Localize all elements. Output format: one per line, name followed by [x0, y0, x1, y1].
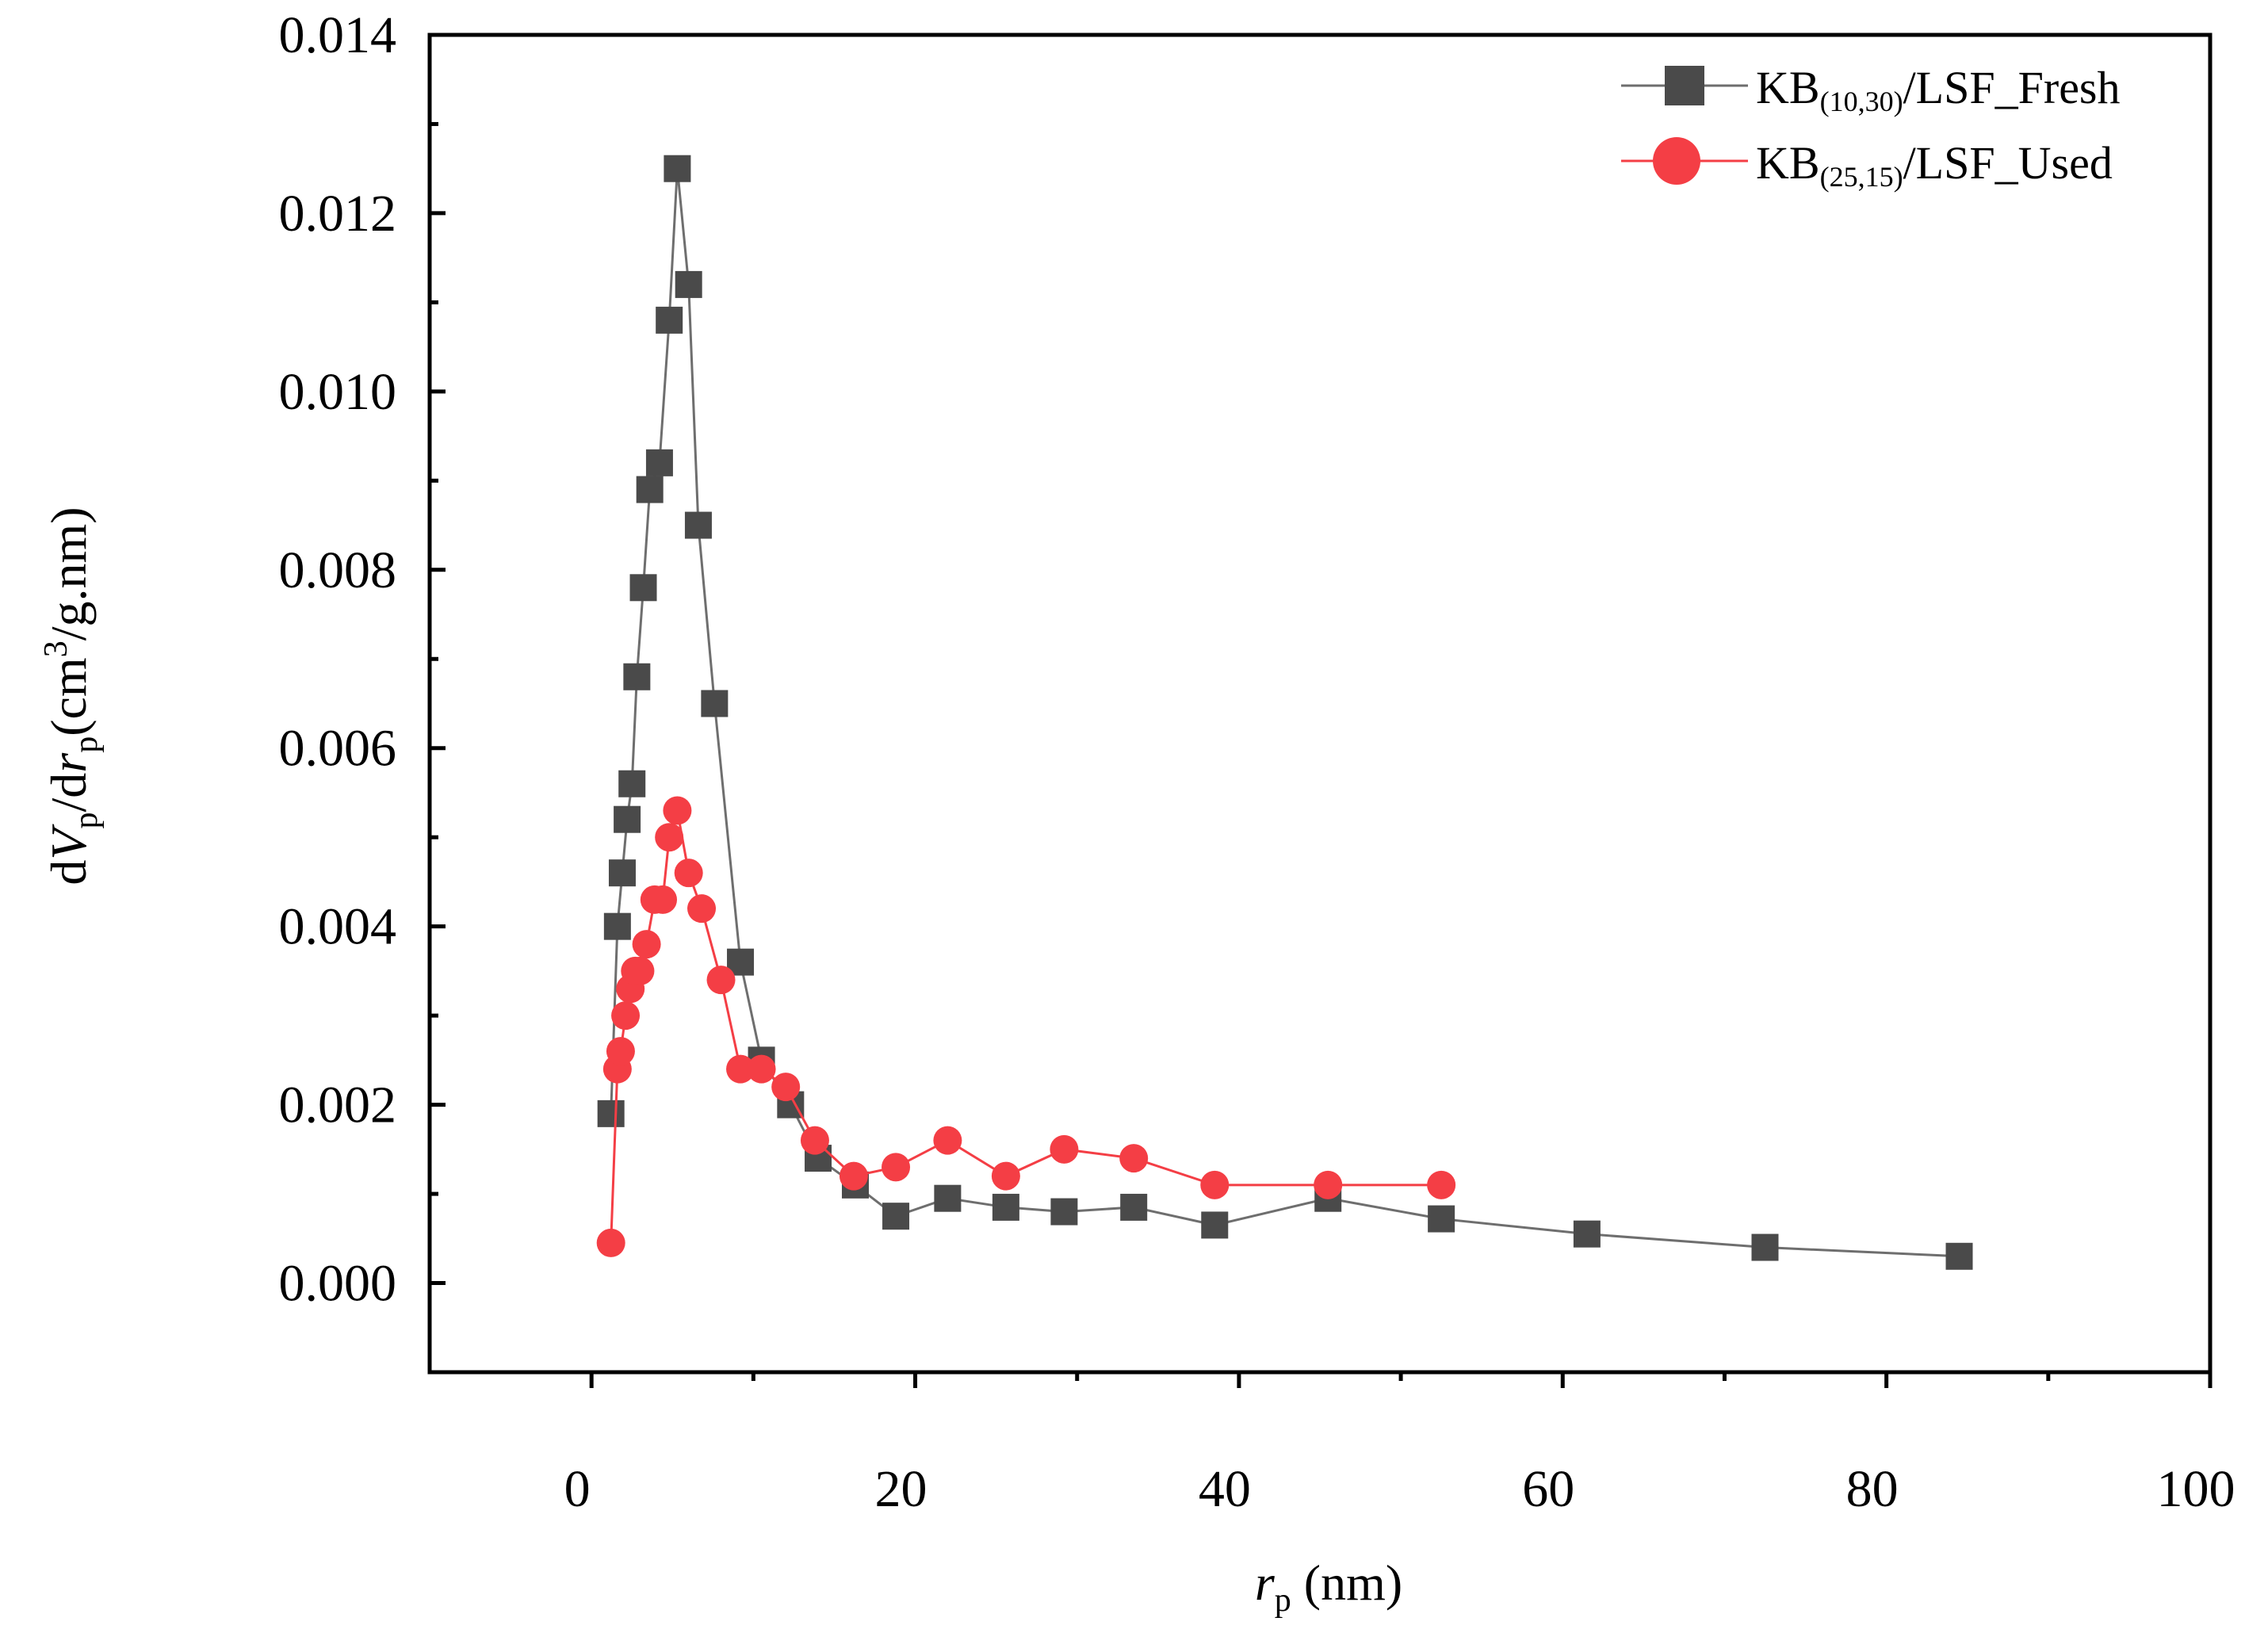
fresh-point	[603, 912, 631, 940]
fresh-point	[623, 663, 651, 690]
used-point	[1200, 1170, 1230, 1199]
y-tick-label: 0.010	[279, 363, 397, 421]
x-tick-label: 60	[1522, 1460, 1574, 1518]
fresh-point	[1428, 1205, 1455, 1233]
y-tick-label: 0.008	[279, 541, 397, 599]
legend-fresh-sub: (10,30)	[1820, 86, 1903, 117]
used-point	[625, 956, 655, 985]
used-point	[706, 966, 736, 995]
used-point	[1119, 1144, 1149, 1173]
fresh-point	[1050, 1198, 1078, 1226]
fresh-point	[1201, 1211, 1229, 1239]
y-tick-label: 0.002	[279, 1077, 397, 1134]
x-tick-label: 100	[2157, 1460, 2235, 1518]
series-line-fresh	[610, 168, 1960, 1258]
used-point	[726, 1054, 755, 1084]
legend-used-main: KB	[1756, 137, 1820, 189]
svg-text:KB(10,30)/LSF_Fresh: KB(10,30)/LSF_Fresh	[1756, 62, 2121, 117]
y-tick-label: 0.014	[279, 6, 397, 64]
used-point	[771, 1073, 801, 1102]
y-tick-label: 0.004	[279, 898, 397, 956]
used-point	[655, 823, 684, 852]
fresh-point	[645, 449, 673, 476]
legend-used-rest: /LSF_Used	[1903, 137, 2113, 189]
used-point	[1427, 1170, 1456, 1199]
y-tick-label: 0.006	[279, 720, 397, 778]
fresh-point	[1945, 1242, 1973, 1270]
axis-ticks	[430, 33, 2213, 1388]
used-point	[991, 1161, 1020, 1191]
x-tick-label: 40	[1199, 1460, 1251, 1518]
used-point	[663, 796, 692, 825]
used-point	[596, 1228, 625, 1257]
y-tick-label: 0.012	[279, 185, 397, 243]
x-tick-labels: 0 20 40 60 80 100	[564, 1460, 2235, 1518]
y-tick-labels: 0.000 0.002 0.004 0.006 0.008 0.010 0.012 0.014	[279, 6, 397, 1313]
fresh-point	[656, 306, 683, 334]
used-point	[1050, 1134, 1079, 1164]
fresh-point	[992, 1193, 1019, 1221]
x-tick-label: 80	[1846, 1460, 1899, 1518]
plot-frame	[427, 33, 2213, 1375]
fresh-point	[701, 690, 729, 717]
fresh-point	[618, 770, 646, 797]
used-point	[800, 1126, 829, 1155]
legend-fresh-rest: /LSF_Fresh	[1903, 62, 2121, 113]
x-tick-label: 0	[564, 1460, 591, 1518]
fresh-point	[882, 1203, 910, 1230]
svg-text:KB(25,15)/LSF_Used: KB(25,15)/LSF_Used	[1756, 137, 2113, 193]
legend-fresh-main: KB	[1756, 62, 1820, 113]
fresh-point	[597, 1100, 625, 1127]
used-point	[747, 1054, 776, 1084]
used-point	[648, 885, 678, 914]
used-point	[611, 1001, 641, 1031]
fresh-point	[1751, 1233, 1779, 1261]
used-point	[674, 859, 703, 888]
fresh-point	[636, 476, 664, 503]
legend: KB(10,30)/LSF_Fresh KB(25,15)/LSF_Used	[1621, 62, 2121, 193]
used-point	[632, 930, 661, 959]
used-point	[606, 1037, 635, 1066]
legend-square-marker	[1665, 66, 1704, 105]
fresh-point	[684, 511, 712, 539]
legend-item-fresh: KB(10,30)/LSF_Fresh	[1621, 62, 2121, 117]
used-point	[882, 1153, 911, 1182]
legend-circle-marker	[1653, 137, 1700, 185]
series-layer	[596, 155, 1973, 1270]
y-tick-label: 0.000	[279, 1255, 397, 1313]
fresh-point	[1573, 1220, 1601, 1248]
used-point	[1314, 1170, 1343, 1199]
fresh-point	[608, 859, 636, 887]
fresh-point	[614, 805, 641, 833]
used-point	[839, 1161, 868, 1191]
fresh-point	[664, 155, 691, 182]
legend-item-used: KB(25,15)/LSF_Used	[1621, 137, 2113, 193]
fresh-point	[934, 1184, 962, 1212]
x-tick-label: 20	[875, 1460, 927, 1518]
used-point	[687, 894, 717, 924]
y-axis-label: dVp/drp(cm3/g.nm)	[38, 507, 105, 885]
fresh-point	[675, 270, 702, 298]
used-point	[933, 1126, 962, 1155]
fresh-point	[1120, 1193, 1148, 1221]
x-axis-label: rp (nm)	[1255, 1555, 1402, 1619]
fresh-point	[629, 574, 657, 602]
legend-used-sub: (25,15)	[1820, 161, 1903, 193]
